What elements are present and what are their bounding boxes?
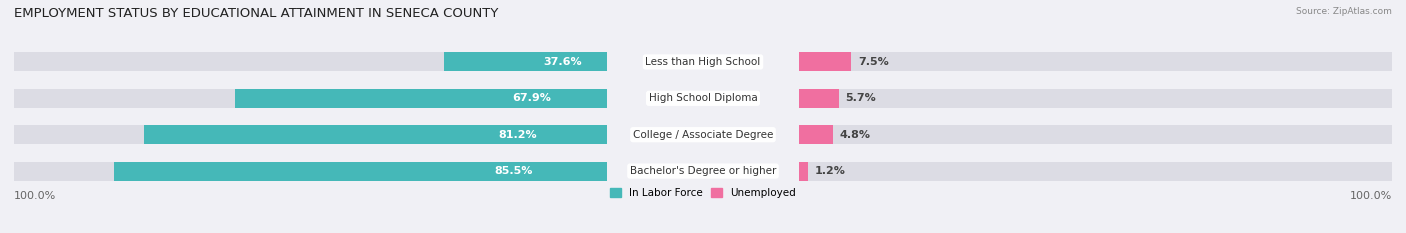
Text: 85.5%: 85.5% (495, 166, 533, 176)
Bar (235, 89, 606, 108)
Text: Source: ZipAtlas.com: Source: ZipAtlas.com (1296, 7, 1392, 16)
Text: High School Diploma: High School Diploma (648, 93, 758, 103)
Text: 100.0%: 100.0% (14, 192, 56, 201)
Text: 81.2%: 81.2% (499, 130, 537, 140)
Text: 7.5%: 7.5% (858, 57, 889, 67)
Bar (800, 125, 1392, 144)
Text: Bachelor's Degree or higher: Bachelor's Degree or higher (630, 166, 776, 176)
Text: Less than High School: Less than High School (645, 57, 761, 67)
Text: College / Associate Degree: College / Associate Degree (633, 130, 773, 140)
Bar (800, 162, 807, 181)
Text: EMPLOYMENT STATUS BY EDUCATIONAL ATTAINMENT IN SENECA COUNTY: EMPLOYMENT STATUS BY EDUCATIONAL ATTAINM… (14, 7, 499, 20)
Bar (800, 162, 1392, 181)
Text: 5.7%: 5.7% (845, 93, 876, 103)
Text: 37.6%: 37.6% (544, 57, 582, 67)
Text: 67.9%: 67.9% (512, 93, 551, 103)
Legend: In Labor Force, Unemployed: In Labor Force, Unemployed (610, 188, 796, 198)
Bar (14, 125, 606, 144)
Bar (143, 125, 606, 144)
Bar (14, 162, 606, 181)
Bar (14, 89, 606, 108)
Bar (444, 52, 606, 71)
Bar (800, 89, 839, 108)
Bar (14, 52, 606, 71)
Text: 1.2%: 1.2% (814, 166, 845, 176)
Bar (800, 52, 851, 71)
Bar (800, 125, 832, 144)
Bar (114, 162, 606, 181)
Text: 4.8%: 4.8% (839, 130, 870, 140)
Bar (800, 52, 1392, 71)
Text: 100.0%: 100.0% (1350, 192, 1392, 201)
Bar (800, 89, 1392, 108)
